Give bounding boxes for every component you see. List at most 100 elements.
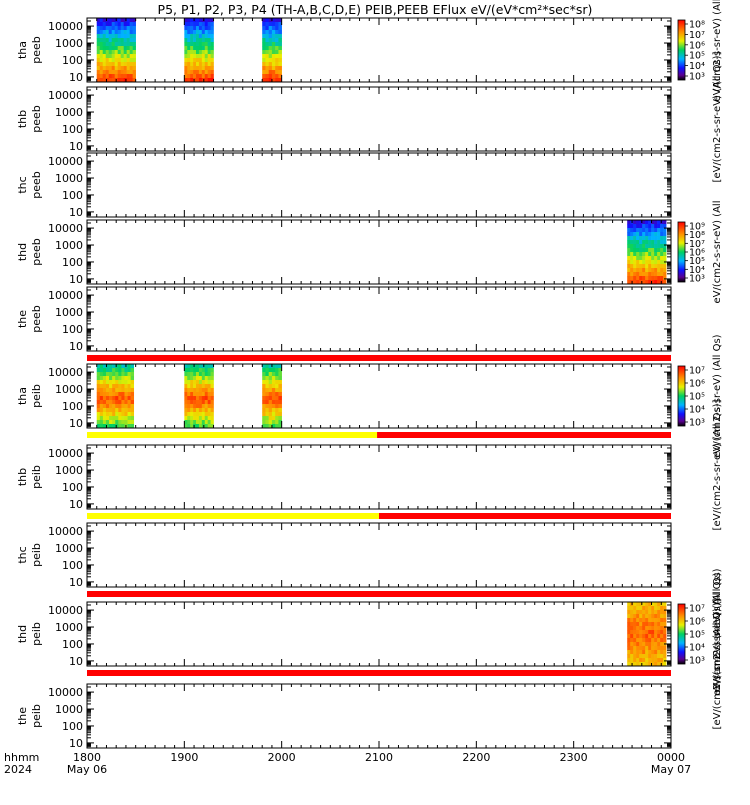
spectrogram-cell [190,62,194,67]
spectrogram-cell [129,30,133,35]
spectrogram-cell [96,22,101,27]
spectrogram-cell [118,388,122,393]
spectrogram-cell [645,610,649,615]
y-tick-label: 10000 [48,89,83,102]
spectrogram-cell [657,650,661,655]
spectrogram-cell [102,368,107,373]
spectrogram-cell [627,272,631,277]
spectrogram-cell [645,256,649,261]
spectrogram-cell [265,376,269,381]
spectrogram-cell [648,256,652,261]
spectrogram-cell [630,642,634,647]
spectrogram-cell [642,658,646,663]
spectrogram-cell [278,50,282,55]
spectrogram-cell [102,416,107,421]
spectrogram-cell [207,420,211,425]
colorbar-tick-label: 10³ [689,72,705,83]
spectrogram-cell [630,256,634,261]
spectrogram-cell [207,50,211,55]
spectrogram-cell [278,30,282,35]
spectrogram-cell [204,18,208,23]
spectrogram-cell [651,650,655,655]
spectrogram-cell [184,416,188,421]
spectrogram-cell [99,416,104,421]
spectrogram-cell [108,18,112,23]
spectrogram-cell [117,22,121,27]
spectrogram-cell [210,58,214,63]
spectrogram-cell [262,46,266,51]
spectrogram-cell [657,220,661,225]
spectrogram-cell [262,42,266,47]
spectrogram-cell [105,392,110,397]
spectrogram-cell [190,404,194,409]
y-tick-label: 10000 [48,155,83,168]
spectrogram-cell [660,248,664,253]
spectrogram-cell [262,364,266,369]
spectrogram-cell [633,236,637,241]
spectrogram-cell [636,260,640,265]
spectrogram-cell [210,392,214,397]
spectrogram-cell [648,634,652,639]
spectrogram-cell [114,50,118,55]
spectrogram-cell [278,384,282,389]
spectrogram-cell [642,622,646,627]
spectrogram-cell [96,372,101,377]
panel-product-label: peeb [30,36,43,64]
spectrogram-cell [117,66,121,71]
spectrogram-cell [99,78,104,83]
spectrogram-cell [112,400,116,405]
spectrogram-cell [126,22,130,27]
spectrogram-cell [642,240,646,245]
spectrogram-cell [117,30,121,35]
y-tick-label: 100 [62,481,83,494]
spectrogram-cell [112,384,116,389]
spectrogram-cell [660,610,664,615]
spectrogram-cell [201,372,206,377]
spectrogram-cell [639,240,643,245]
spectrogram-cell [271,18,276,23]
spectrogram-cell [102,78,107,83]
colorbar [677,603,686,665]
spectrogram-cell [657,626,661,631]
spectrogram-cell [268,66,273,71]
spectrogram-cell [630,630,634,635]
spectrogram-cell [636,272,640,277]
spectrogram-cell [96,416,101,421]
spectrogram-cell [99,38,104,43]
spectrogram-cell [278,368,282,373]
spectrogram-cell [648,224,652,229]
spectrogram-cell [99,50,104,55]
spectrogram-cell [639,626,643,631]
spectrogram-cell [108,46,112,51]
spectrogram-cell [130,372,135,377]
spectrogram-cell [268,424,273,429]
colorbar-tick-label: 10⁴ [689,643,705,654]
spectrogram-cell [660,634,664,639]
spectrogram-cell [193,376,197,381]
spectrogram-cell [210,78,214,83]
spectrogram-cell [105,404,110,409]
spectrogram-cell [630,248,634,253]
spectrogram-cell [196,50,200,55]
spectrogram-cell [99,74,104,79]
spectrogram-cell [268,396,273,401]
spectrogram-cell [102,38,107,43]
spectrogram-cell [109,424,113,429]
spectrogram-cell [126,78,130,83]
spectrogram-cell [207,384,211,389]
spectrogram-cell [207,388,211,393]
spectrogram-cell [636,264,640,269]
spectrogram-cell [96,70,101,75]
spectrogram-cell [627,638,631,643]
spectrogram-cell [115,420,119,425]
spectrogram-cell [187,420,191,425]
spectrogram-cell [651,626,655,631]
spectrogram-cell [112,368,116,373]
spectrogram-cell [262,404,266,409]
spectrogram-cell [639,614,643,619]
spectrogram-cell [630,626,634,631]
spectrogram-cell [127,424,131,429]
spectrogram-cell [262,26,266,31]
colorbar-tick-label: 10³ [689,274,705,285]
spectrogram-cell [262,34,266,39]
